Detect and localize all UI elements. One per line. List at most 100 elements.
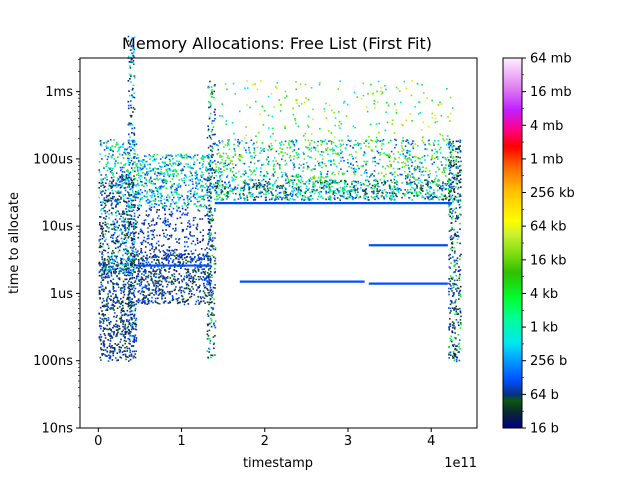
data-point xyxy=(202,290,205,292)
data-point xyxy=(164,180,167,182)
data-point xyxy=(292,183,294,186)
data-point xyxy=(389,185,392,188)
data-point xyxy=(127,123,130,126)
data-point xyxy=(206,136,209,139)
data-point xyxy=(134,287,137,290)
data-point xyxy=(184,236,186,239)
data-point xyxy=(374,140,377,143)
data-point xyxy=(248,191,251,194)
data-point xyxy=(312,181,314,183)
data-point xyxy=(126,191,129,193)
data-point xyxy=(281,198,283,201)
data-point xyxy=(124,194,126,196)
data-point xyxy=(125,248,127,250)
data-point xyxy=(154,200,156,202)
data-point xyxy=(389,195,392,197)
data-point xyxy=(261,191,264,194)
data-point xyxy=(123,293,126,296)
data-point xyxy=(203,297,206,299)
data-point xyxy=(192,252,195,255)
data-point xyxy=(199,241,201,243)
data-point xyxy=(99,190,102,192)
data-point xyxy=(267,189,270,192)
data-point xyxy=(416,185,418,188)
data-point xyxy=(412,145,415,148)
data-point xyxy=(150,209,152,211)
data-point xyxy=(151,191,153,194)
data-point xyxy=(101,228,104,231)
data-point xyxy=(181,207,184,210)
data-point xyxy=(121,287,124,289)
data-point xyxy=(130,176,133,179)
data-point xyxy=(234,187,236,190)
data-point xyxy=(195,181,197,183)
data-point xyxy=(366,184,368,187)
data-point xyxy=(163,179,166,181)
data-point xyxy=(100,275,103,277)
data-point xyxy=(109,146,112,149)
data-point xyxy=(101,194,103,196)
data-point xyxy=(209,294,211,296)
data-point xyxy=(239,192,241,195)
data-point xyxy=(417,144,419,147)
data-point xyxy=(158,172,161,175)
data-point xyxy=(169,173,172,176)
data-point xyxy=(293,158,295,161)
data-point xyxy=(209,209,212,212)
data-point xyxy=(221,187,224,189)
data-point xyxy=(389,198,391,200)
data-point xyxy=(133,301,135,304)
data-point xyxy=(156,177,158,180)
data-point xyxy=(312,189,315,191)
data-point xyxy=(414,183,416,185)
data-point xyxy=(391,191,393,193)
data-point xyxy=(193,281,196,283)
data-point xyxy=(133,341,135,343)
data-point xyxy=(125,340,127,342)
data-point xyxy=(137,191,139,193)
data-point xyxy=(99,216,102,218)
data-point xyxy=(304,196,306,198)
data-point xyxy=(197,296,199,298)
data-point xyxy=(111,335,113,338)
data-point xyxy=(136,204,139,207)
data-point xyxy=(196,237,199,240)
data-point xyxy=(102,290,105,292)
data-point xyxy=(266,158,268,160)
data-point xyxy=(171,178,174,180)
data-point xyxy=(365,161,368,163)
data-point xyxy=(255,141,258,143)
data-point xyxy=(320,143,322,146)
data-point xyxy=(160,267,163,269)
data-point xyxy=(171,280,173,282)
data-point xyxy=(411,142,414,145)
data-point xyxy=(187,191,189,193)
data-point xyxy=(117,235,119,238)
data-point xyxy=(128,180,130,182)
data-point xyxy=(418,194,420,197)
data-point xyxy=(194,274,196,277)
data-point xyxy=(365,188,367,191)
data-point xyxy=(128,176,130,179)
data-point xyxy=(195,300,198,303)
data-point xyxy=(203,292,206,294)
data-point xyxy=(119,317,121,320)
data-point xyxy=(383,179,385,182)
data-point xyxy=(381,142,384,145)
data-point xyxy=(332,141,335,144)
data-point xyxy=(107,339,109,341)
data-point xyxy=(197,254,199,256)
data-point xyxy=(126,327,129,329)
data-point xyxy=(133,259,136,261)
data-point xyxy=(116,314,118,317)
data-point xyxy=(289,197,292,200)
data-point xyxy=(381,91,384,93)
data-point xyxy=(105,196,108,199)
data-point xyxy=(132,147,134,150)
data-point xyxy=(190,295,193,298)
data-point xyxy=(307,124,309,127)
data-point xyxy=(157,297,159,300)
data-point xyxy=(332,152,334,155)
data-point xyxy=(164,268,166,271)
data-point xyxy=(210,211,212,214)
